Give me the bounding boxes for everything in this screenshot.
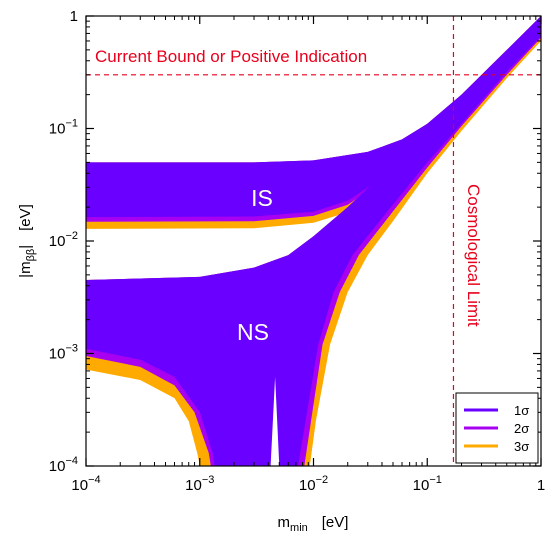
legend-label-3sigma: 3σ [514,439,529,454]
axes-layer: 10−4 10−3 10−2 10−1 1 10−4 10−3 10−2 10−1 1 [49,8,545,494]
legend-label-2sigma: 2σ [514,421,529,436]
legend: 1σ 2σ 3σ [455,392,539,464]
x-tick-label: 10−2 [299,474,328,494]
x-axis-label: mmin [eV] [278,514,349,534]
band-inverted-1sigma [86,16,541,218]
x-tick-label: 10−3 [185,474,214,494]
band-normal-1sigma [86,18,541,466]
legend-label-1sigma: 1σ [514,403,529,418]
x-tick-label: 10−4 [71,474,100,494]
x-tick-label: 10−1 [413,474,442,494]
annotations-layer [86,16,541,466]
current-bound-label: Current Bound or Positive Indication [95,47,367,66]
normal-gap-cutout [86,41,541,466]
bands-layer [86,16,541,466]
y-tick-label: 1 [70,8,78,25]
y-tick-label: 10−3 [49,343,78,363]
y-tick-label: 10−2 [49,230,78,250]
y-tick-label: 10−1 [49,118,78,138]
cosmological-limit-label: Cosmological Limit [464,184,483,327]
y-axis-label: |mββ|[eV] [17,204,37,278]
dip-center-gap [270,376,280,466]
x-tick-label: 1 [537,477,545,494]
region-label-is: IS [251,185,273,211]
region-label-ns: NS [237,319,269,345]
y-tick-label: 10−4 [49,455,78,475]
